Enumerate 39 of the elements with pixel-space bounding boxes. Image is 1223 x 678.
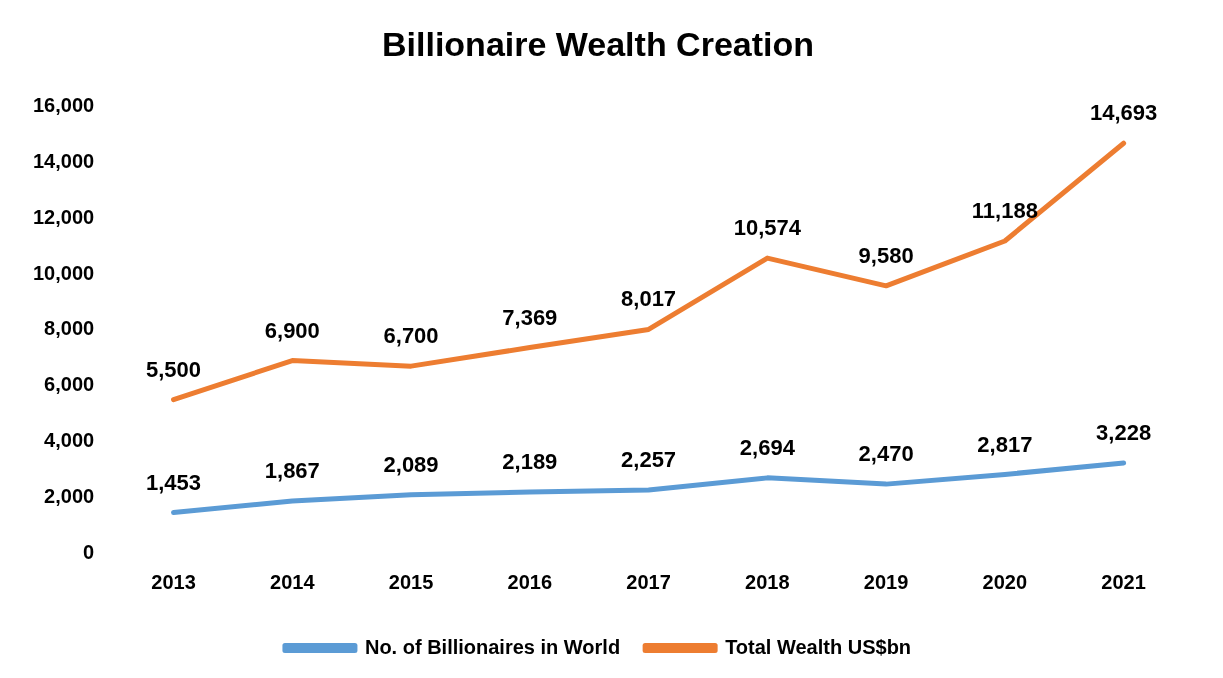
data-label: 2,817: [977, 431, 1033, 457]
data-label: 3,228: [1096, 420, 1152, 446]
data-label: 6,900: [264, 317, 320, 343]
data-label: 14,693: [1089, 100, 1158, 126]
data-label: 2,189: [502, 449, 558, 475]
x-tick-label: 2020: [982, 570, 1028, 593]
y-tick-label: 16,000: [33, 94, 95, 117]
y-tick-label: 2,000: [44, 484, 95, 507]
data-label: 7,369: [502, 304, 558, 330]
x-tick-label: 2021: [1101, 570, 1146, 593]
y-tick-label: 12,000: [33, 205, 95, 228]
x-tick-label: 2018: [745, 570, 790, 593]
data-label: 1,867: [264, 458, 320, 483]
x-tick-label: 2016: [507, 570, 553, 593]
y-tick-label: 0: [83, 540, 95, 563]
y-tick-label: 6,000: [44, 373, 95, 396]
data-label: 2,089: [383, 451, 439, 477]
data-label: 10,574: [733, 215, 802, 241]
x-tick-label: 2019: [863, 570, 909, 593]
y-tick-label: 8,000: [44, 317, 95, 340]
y-tick-label: 14,000: [33, 150, 95, 173]
data-label: 2,257: [621, 447, 677, 473]
data-label: 2,694: [739, 434, 796, 460]
data-label: 6,700: [383, 323, 439, 349]
data-label: 2,470: [858, 441, 914, 467]
data-label: 11,188: [971, 198, 1038, 224]
x-tick-label: 2014: [270, 570, 316, 593]
x-tick-label: 2017: [626, 570, 671, 593]
x-tick-label: 2015: [388, 570, 434, 593]
data-label: 1,453: [146, 469, 202, 495]
x-tick-label: 2013: [151, 570, 196, 593]
y-tick-label: 4,000: [44, 428, 95, 451]
legend-label: No. of Billionaires in World: [364, 635, 621, 658]
legend-label: Total Wealth US$bn: [725, 635, 912, 658]
data-label: 8,017: [621, 286, 677, 312]
y-tick-label: 10,000: [33, 261, 95, 284]
data-label: 5,500: [146, 356, 202, 382]
chart-title: Billionaire Wealth Creation: [381, 24, 815, 63]
data-label: 9,580: [858, 242, 914, 268]
